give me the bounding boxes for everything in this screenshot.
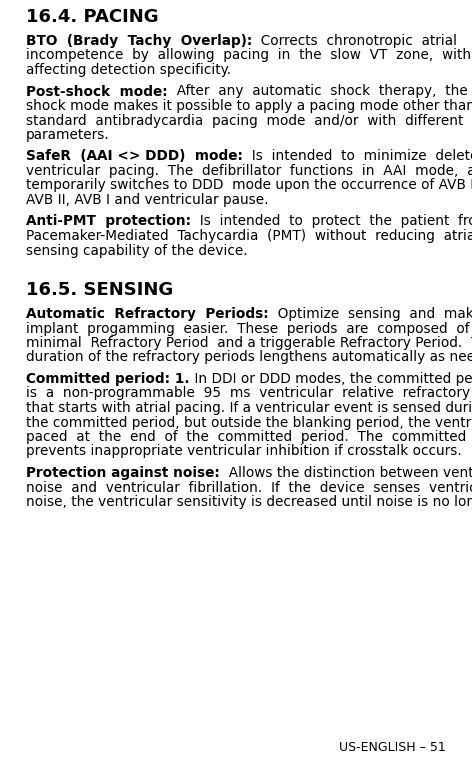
Text: Is  intended  to  minimize  deleterious: Is intended to minimize deleterious [243,150,472,163]
Text: noise, the ventricular sensitivity is decreased until noise is no longer: noise, the ventricular sensitivity is de… [26,495,472,509]
Text: duration of the refractory periods lengthens automatically as needed.: duration of the refractory periods lengt… [26,351,472,364]
Text: minimal  Refractory Period  and a triggerable Refractory Period.  The: minimal Refractory Period and a triggera… [26,336,472,350]
Text: shock mode makes it possible to apply a pacing mode other than the: shock mode makes it possible to apply a … [26,99,472,113]
Text: Protection against noise:: Protection against noise: [26,466,220,480]
Text: US-ENGLISH – 51: US-ENGLISH – 51 [339,741,446,754]
Text: temporarily switches to DDD  mode upon the occurrence of AVB III,: temporarily switches to DDD mode upon th… [26,178,472,193]
Text: BTO  (Brady  Tachy  Overlap):: BTO (Brady Tachy Overlap): [26,34,252,48]
Text: After  any  automatic  shock  therapy,  the  post-: After any automatic shock therapy, the p… [168,84,472,99]
Text: implant  progamming  easier.  These  periods  are  composed  of  a: implant progamming easier. These periods… [26,322,472,335]
Text: parameters.: parameters. [26,128,110,142]
Text: prevents inappropriate ventricular inhibition if crosstalk occurs.: prevents inappropriate ventricular inhib… [26,445,462,458]
Text: Corrects  chronotropic  atrial: Corrects chronotropic atrial [252,34,457,48]
Text: 16.4. PACING: 16.4. PACING [26,8,159,26]
Text: Automatic  Refractory  Periods:: Automatic Refractory Periods: [26,307,269,321]
Text: incompetence  by  allowing  pacing  in  the  slow  VT  zone,  without: incompetence by allowing pacing in the s… [26,49,472,62]
Text: Anti-PMT  protection:: Anti-PMT protection: [26,215,191,228]
Text: noise  and  ventricular  fibrillation.  If  the  device  senses  ventricular: noise and ventricular fibrillation. If t… [26,480,472,495]
Text: Pacemaker-Mediated  Tachycardia  (PMT)  without  reducing  atrial: Pacemaker-Mediated Tachycardia (PMT) wit… [26,229,472,243]
Text: 16.5. SENSING: 16.5. SENSING [26,281,173,299]
Text: paced  at  the  end  of  the  committed  period.  The  committed  period: paced at the end of the committed period… [26,430,472,444]
Text: AVB II, AVB I and ventricular pause.: AVB II, AVB I and ventricular pause. [26,193,269,207]
Text: Allows the distinction between ventricular: Allows the distinction between ventricul… [220,466,472,480]
Text: Optimize  sensing  and  make  the: Optimize sensing and make the [269,307,472,321]
Text: is  a  non-programmable  95  ms  ventricular  relative  refractory  period: is a non-programmable 95 ms ventricular … [26,386,472,401]
Text: Post-shock  mode:: Post-shock mode: [26,84,168,99]
Text: the committed period, but outside the blanking period, the ventricle is: the committed period, but outside the bl… [26,415,472,430]
Text: ventricular  pacing.  The  defibrillator  functions  in  AAI  mode,  and: ventricular pacing. The defibrillator fu… [26,164,472,178]
Text: SafeR  (AAI <> DDD)  mode:: SafeR (AAI <> DDD) mode: [26,150,243,163]
Text: Is  intended  to  protect  the  patient  from: Is intended to protect the patient from [191,215,472,228]
Text: standard  antibradycardia  pacing  mode  and/or  with  different  pacing: standard antibradycardia pacing mode and… [26,114,472,128]
Text: In DDI or DDD modes, the committed period: In DDI or DDD modes, the committed perio… [189,372,472,386]
Text: affecting detection specificity.: affecting detection specificity. [26,63,231,77]
Text: sensing capability of the device.: sensing capability of the device. [26,244,248,257]
Text: that starts with atrial pacing. If a ventricular event is sensed during: that starts with atrial pacing. If a ven… [26,401,472,415]
Text: Committed period: 1.: Committed period: 1. [26,372,189,386]
